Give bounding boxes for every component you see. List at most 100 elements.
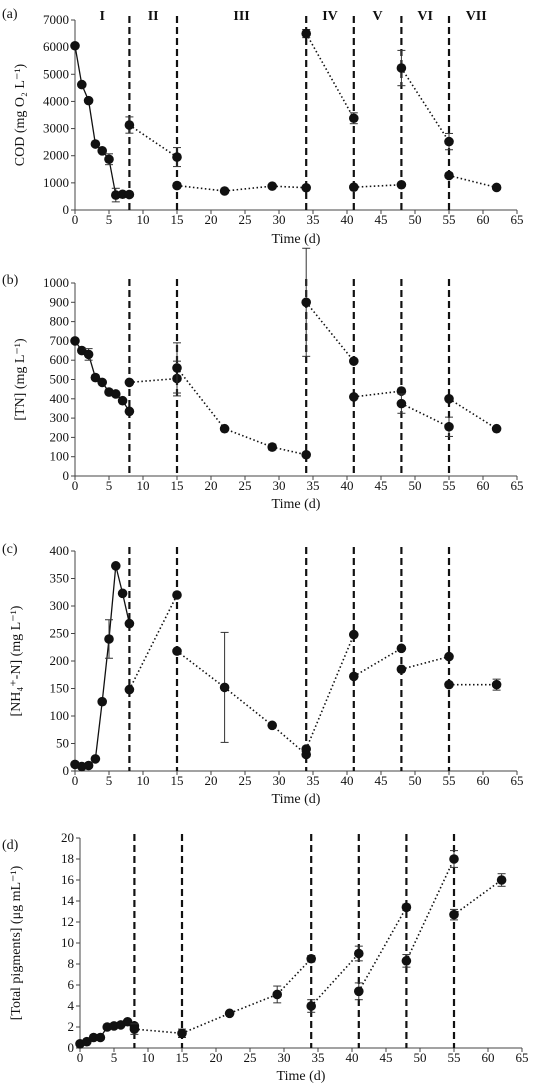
data-point <box>124 120 135 130</box>
series-line <box>305 634 355 750</box>
x-tick-label: 30 <box>273 212 286 227</box>
x-axis-label: Time (d) <box>272 792 321 807</box>
y-tick-label: 8 <box>68 956 75 971</box>
x-axis-label: Time (d) <box>277 1069 326 1084</box>
data-point <box>90 139 101 149</box>
y-axis-label: [Total pigments] (μg mL⁻¹) <box>9 865 24 1020</box>
series-line <box>401 402 450 428</box>
y-axis-label: [NH₄⁺-N] (mg L⁻¹) <box>9 605 24 716</box>
data-point <box>124 684 135 695</box>
x-tick-label: 55 <box>443 773 456 788</box>
data-point <box>354 986 364 997</box>
series-line <box>353 183 402 188</box>
y-tick-label: 500 <box>50 372 70 387</box>
x-tick-label: 15 <box>171 478 184 493</box>
x-tick-label: 5 <box>111 1050 118 1065</box>
data-point <box>219 186 230 196</box>
series-line <box>453 879 503 916</box>
x-axis-label: Time (d) <box>272 232 321 247</box>
series-line <box>305 301 355 362</box>
series-line <box>448 398 498 430</box>
data-point <box>88 1032 99 1043</box>
data-point <box>449 909 459 920</box>
x-tick-label: 50 <box>414 1050 427 1065</box>
data-point <box>97 146 107 156</box>
data-point <box>124 406 135 417</box>
x-tick-label: 35 <box>312 1050 325 1065</box>
data-point <box>117 395 128 406</box>
series-line <box>176 650 307 756</box>
data-point <box>396 643 407 654</box>
data-point <box>349 356 359 366</box>
data-point <box>97 377 107 388</box>
x-tick-label: 50 <box>409 212 422 227</box>
x-tick-label: 60 <box>477 212 490 227</box>
y-tick-label: 5000 <box>43 66 69 81</box>
phase-label: V <box>373 9 383 24</box>
y-tick-label: 100 <box>50 449 70 464</box>
data-point <box>491 679 502 690</box>
y-tick-label: 250 <box>50 626 70 641</box>
data-point <box>172 590 182 600</box>
x-tick-label: 40 <box>346 1050 359 1065</box>
data-point <box>83 95 94 106</box>
series-line <box>129 377 178 384</box>
data-point <box>396 398 407 409</box>
y-tick-label: 100 <box>50 708 70 723</box>
x-tick-label: 20 <box>205 478 218 493</box>
y-tick-label: 400 <box>50 391 70 406</box>
y-tick-label: 4000 <box>43 93 69 108</box>
data-point <box>301 744 312 754</box>
data-point <box>301 449 312 460</box>
x-tick-label: 15 <box>171 212 184 227</box>
x-tick-label: 55 <box>448 1050 461 1065</box>
y-tick-label: 0 <box>68 1040 75 1055</box>
data-point <box>77 79 87 90</box>
y-tick-label: 300 <box>50 598 70 613</box>
y-tick-label: 7000 <box>43 12 69 27</box>
y-tick-label: 16 <box>61 872 75 887</box>
data-point <box>354 948 364 959</box>
x-axis-label: Time (d) <box>272 497 321 512</box>
x-tick-label: 0 <box>72 478 79 493</box>
data-point <box>306 1001 317 1011</box>
series-line <box>134 958 312 1035</box>
data-point <box>301 28 312 39</box>
x-tick-label: 30 <box>278 1050 291 1065</box>
data-point <box>219 423 230 434</box>
data-point <box>349 392 359 402</box>
data-point <box>83 349 94 360</box>
data-point <box>491 423 502 434</box>
data-point <box>129 1024 140 1034</box>
y-tick-label: 800 <box>50 314 70 329</box>
y-tick-label: 200 <box>50 653 70 668</box>
data-point <box>70 336 80 346</box>
phase-label: IV <box>322 9 338 24</box>
data-point <box>224 1008 235 1019</box>
y-axis-label: [TN] (mg L⁻¹) <box>13 338 28 421</box>
data-point <box>104 154 114 165</box>
y-tick-label: 0 <box>63 468 70 483</box>
x-tick-label: 0 <box>72 773 79 788</box>
phase-label: I <box>99 9 104 24</box>
x-tick-label: 15 <box>171 773 184 788</box>
x-tick-label: 20 <box>205 773 218 788</box>
x-tick-label: 15 <box>176 1050 189 1065</box>
series-line <box>353 390 402 398</box>
x-tick-label: 30 <box>273 478 286 493</box>
data-point <box>111 389 121 399</box>
x-tick-label: 60 <box>477 478 490 493</box>
y-tick-label: 200 <box>50 429 70 444</box>
data-point <box>301 182 312 193</box>
x-tick-label: 5 <box>106 478 113 493</box>
data-point <box>95 1032 106 1043</box>
x-tick-label: 40 <box>341 773 354 788</box>
x-tick-label: 50 <box>409 478 422 493</box>
data-point <box>267 181 278 191</box>
y-tick-label: 18 <box>61 851 74 866</box>
data-point <box>90 372 101 383</box>
data-point <box>172 152 182 162</box>
data-point <box>349 671 359 682</box>
y-tick-label: 20 <box>61 830 74 845</box>
